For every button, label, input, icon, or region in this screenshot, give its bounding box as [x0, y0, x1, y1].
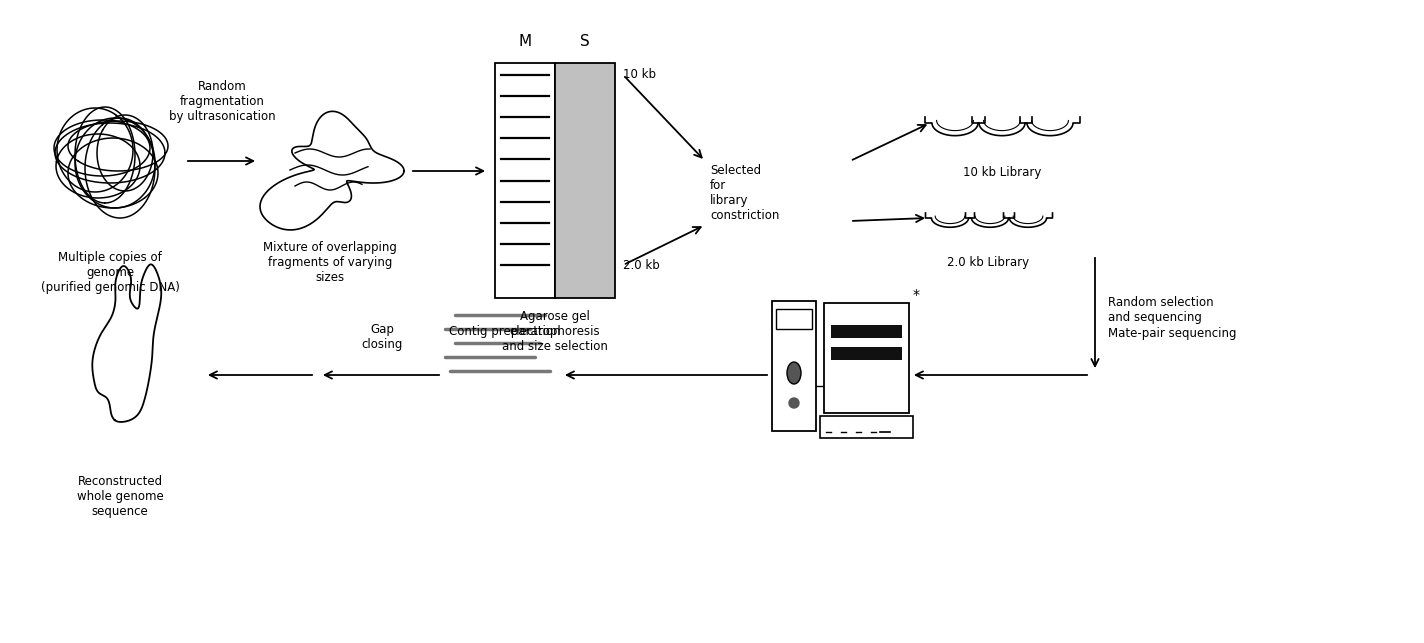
Text: Reconstructed
whole genome
sequence: Reconstructed whole genome sequence: [77, 475, 164, 518]
Text: Contig preparation: Contig preparation: [449, 325, 561, 338]
Text: M: M: [518, 34, 531, 49]
Polygon shape: [1004, 213, 1052, 227]
Text: 2.0 kb Library: 2.0 kb Library: [947, 256, 1030, 269]
Text: Random selection
and sequencing
Mate-pair sequencing: Random selection and sequencing Mate-pai…: [1108, 296, 1236, 340]
Polygon shape: [926, 117, 985, 136]
Bar: [832, 325, 901, 338]
Text: S: S: [580, 34, 590, 49]
Polygon shape: [926, 213, 974, 227]
Text: 10 kb: 10 kb: [624, 68, 656, 81]
Circle shape: [789, 398, 799, 408]
Text: *: *: [913, 288, 920, 302]
Text: Selected
for
library
constriction: Selected for library constriction: [711, 164, 779, 222]
Polygon shape: [1020, 117, 1079, 136]
Text: Multiple copies of
genome
(purified genomic DNA): Multiple copies of genome (purified geno…: [40, 251, 179, 294]
Bar: [824, 303, 909, 413]
Bar: [772, 301, 816, 431]
Text: Mixture of overlapping
fragments of varying
sizes: Mixture of overlapping fragments of vary…: [263, 241, 397, 284]
Polygon shape: [973, 117, 1032, 136]
Text: Random
fragmentation
by ultrasonication: Random fragmentation by ultrasonication: [168, 80, 275, 123]
Bar: [555, 63, 615, 298]
Bar: [496, 63, 555, 298]
Text: Agarose gel
electrophoresis
and size selection: Agarose gel electrophoresis and size sel…: [503, 310, 608, 353]
Bar: [820, 416, 913, 438]
Bar: [832, 347, 901, 360]
Polygon shape: [965, 213, 1014, 227]
Ellipse shape: [787, 362, 800, 384]
Text: 10 kb Library: 10 kb Library: [963, 166, 1041, 179]
Bar: [776, 309, 812, 329]
Text: 2.0 kb: 2.0 kb: [624, 258, 659, 271]
Text: Gap
closing: Gap closing: [362, 323, 403, 351]
